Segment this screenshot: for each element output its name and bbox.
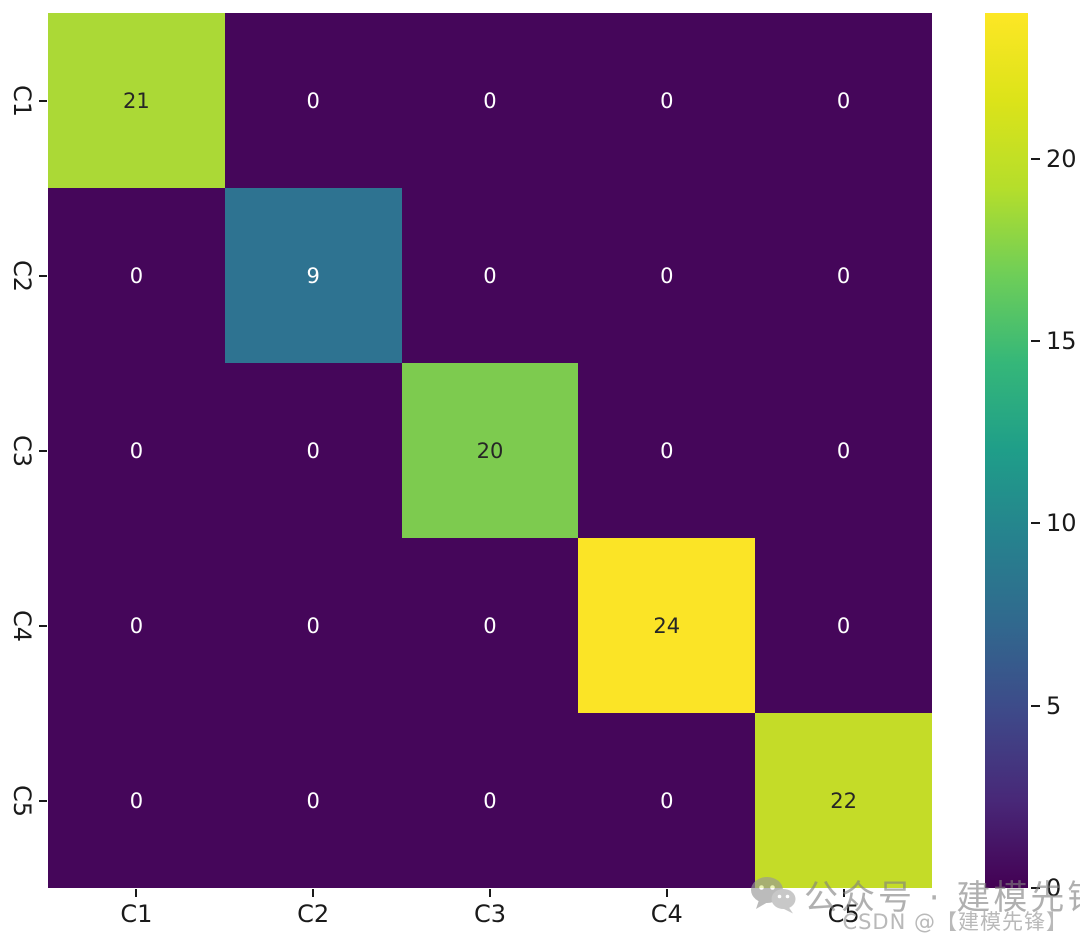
heatmap-cell-C1-C4: 0: [578, 13, 756, 188]
y-tick-mark: [39, 799, 47, 802]
cell-value: 0: [836, 263, 851, 288]
heatmap-cell-C3-C3: 20: [401, 363, 579, 538]
colorbar-tick-mark: [1031, 157, 1040, 160]
heatmap-cell-C4-C4: 24: [578, 538, 756, 713]
y-tick-mark: [39, 624, 47, 627]
x-tick-mark: [312, 889, 315, 897]
heatmap-cell-C5-C5: 22: [755, 713, 932, 888]
heatmap-cell-C4-C1: 0: [48, 538, 225, 713]
heatmap-cell-C2-C4: 0: [578, 188, 756, 363]
colorbar-tick-label-5: 5: [1046, 691, 1062, 720]
x-tick-mark: [135, 889, 138, 897]
y-tick-label-C5: C5: [8, 784, 36, 817]
y-tick-mark: [39, 99, 47, 102]
cell-value: 0: [660, 263, 674, 288]
x-tick-label-C5: C5: [827, 900, 860, 928]
heatmap-cell-C1-C5: 0: [755, 13, 932, 188]
heatmap-cell-C2-C2: 9: [224, 188, 402, 363]
cell-value: 22: [830, 788, 857, 813]
y-tick-label-C2: C2: [8, 259, 36, 292]
cell-value: 0: [129, 613, 144, 638]
colorbar-tick-label-15: 15: [1046, 327, 1077, 356]
heatmap-cell-C4-C5: 0: [755, 538, 932, 713]
cell-value: 0: [836, 88, 851, 113]
y-tick-mark: [39, 449, 47, 452]
heatmap-cell-C4-C2: 0: [224, 538, 402, 713]
x-tick-mark: [489, 889, 491, 897]
x-tick-mark: [842, 889, 845, 897]
cell-value: 0: [483, 263, 497, 288]
cell-value: 0: [129, 438, 144, 463]
x-tick-label-C1: C1: [120, 900, 153, 928]
heatmap-cell-C2-C3: 0: [401, 188, 579, 363]
cell-value: 0: [306, 438, 320, 463]
heatmap-cell-C1-C3: 0: [401, 13, 579, 188]
cell-value: 0: [129, 788, 144, 813]
cell-value: 20: [476, 438, 504, 463]
x-tick-label-C4: C4: [650, 900, 683, 928]
colorbar-tick-mark: [1031, 340, 1040, 343]
heatmap-cell-C2-C1: 0: [48, 188, 225, 363]
y-tick-mark: [39, 274, 47, 277]
y-tick-label-C1: C1: [8, 84, 36, 117]
y-tick-label-C3: C3: [8, 434, 36, 467]
cell-value: 0: [306, 88, 320, 113]
heatmap-cell-C3-C4: 0: [578, 363, 756, 538]
cell-value: 0: [306, 788, 320, 813]
heatmap-cell-C3-C1: 0: [48, 363, 225, 538]
cell-value: 0: [836, 438, 851, 463]
cell-value: 0: [129, 263, 144, 288]
colorbar-tick-mark: [1031, 887, 1040, 889]
x-tick-label-C3: C3: [473, 900, 507, 928]
heatmap-cell-C5-C1: 0: [48, 713, 225, 888]
heatmap-cell-C4-C3: 0: [401, 538, 579, 713]
watermark-text-line2: CSDN @【建模先锋】: [842, 910, 1068, 934]
cell-value: 0: [660, 88, 674, 113]
colorbar-tick-mark: [1031, 704, 1040, 707]
heatmap-cell-C5-C4: 0: [578, 713, 756, 888]
colorbar-gradient: [985, 13, 1028, 888]
cell-value: 0: [483, 613, 497, 638]
cell-value: 24: [653, 613, 681, 638]
heatmap-cell-C3-C2: 0: [224, 363, 402, 538]
colorbar-tick-label-20: 20: [1046, 144, 1077, 173]
heatmap-grid: 21 0 0 0 0 0 9 0 0 0 0 0 20 0 0 0 0 0 24 0 0 0 0 0 22: [48, 13, 932, 888]
colorbar-tick-label-10: 10: [1046, 509, 1077, 538]
heatmap-cell-C3-C5: 0: [755, 363, 932, 538]
cell-value: 21: [123, 88, 150, 113]
cell-value: 9: [306, 263, 320, 288]
heatmap-cell-C2-C5: 0: [755, 188, 932, 363]
cell-value: 0: [660, 438, 674, 463]
cell-value: 0: [306, 613, 320, 638]
colorbar-tick-mark: [1031, 522, 1040, 525]
heatmap-cell-C5-C3: 0: [401, 713, 579, 888]
x-tick-mark: [665, 889, 668, 897]
wechat-icon: [751, 876, 796, 913]
cell-value: 0: [836, 613, 851, 638]
watermark-text-line1: 公众号 · 建模先锋: [804, 878, 1080, 918]
watermark: 公众号 · 建模先锋: [750, 870, 1080, 919]
colorbar-tick-label-0: 0: [1046, 874, 1062, 902]
heatmap-cell-C5-C2: 0: [224, 713, 402, 888]
heatmap-cell-C1-C2: 0: [224, 13, 402, 188]
x-tick-label-C2: C2: [297, 900, 330, 928]
heatmap-cell-C1-C1: 21: [48, 13, 225, 188]
cell-value: 0: [483, 88, 497, 113]
cell-value: 0: [483, 788, 497, 813]
y-tick-label-C4: C4: [8, 609, 36, 642]
cell-value: 0: [660, 788, 674, 813]
